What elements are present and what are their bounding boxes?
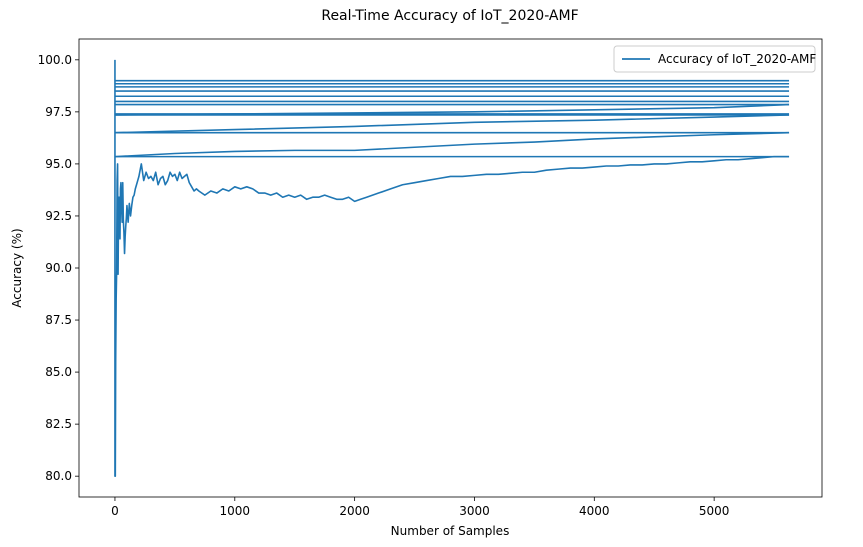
series-line-segment [114, 59, 790, 477]
x-tick-label: 0 [111, 504, 119, 518]
y-tick-label: 97.5 [45, 105, 72, 119]
plot-frame [78, 38, 823, 498]
x-tick-label: 2000 [339, 504, 370, 518]
legend-box [613, 45, 816, 73]
legend-label: Accuracy of IoT_2020-AMF [658, 52, 816, 66]
x-axis-label: Number of Samples [391, 524, 510, 538]
y-tick-label: 82.5 [45, 417, 72, 431]
legend: Accuracy of IoT_2020-AMF [613, 45, 816, 73]
x-tick-label: 4000 [579, 504, 610, 518]
y-tick-label: 87.5 [45, 313, 72, 327]
y-tick-label: 85.0 [45, 365, 72, 379]
y-axis-label: Accuracy (%) [10, 228, 24, 307]
x-tick-label: 1000 [220, 504, 251, 518]
x-tick-label: 3000 [459, 504, 490, 518]
series-line-segment [114, 114, 790, 134]
y-tick-label: 100.0 [38, 53, 72, 67]
series-line-segment [114, 103, 790, 116]
series-line-segment [114, 131, 790, 158]
y-tick-label: 80.0 [45, 469, 72, 483]
y-tick-label: 90.0 [45, 261, 72, 275]
y-tick-label: 95.0 [45, 157, 72, 171]
chart-title: Real-Time Accuracy of IoT_2020-AMF [321, 8, 578, 24]
y-tick-label: 92.5 [45, 209, 72, 223]
x-tick-label: 5000 [699, 504, 730, 518]
